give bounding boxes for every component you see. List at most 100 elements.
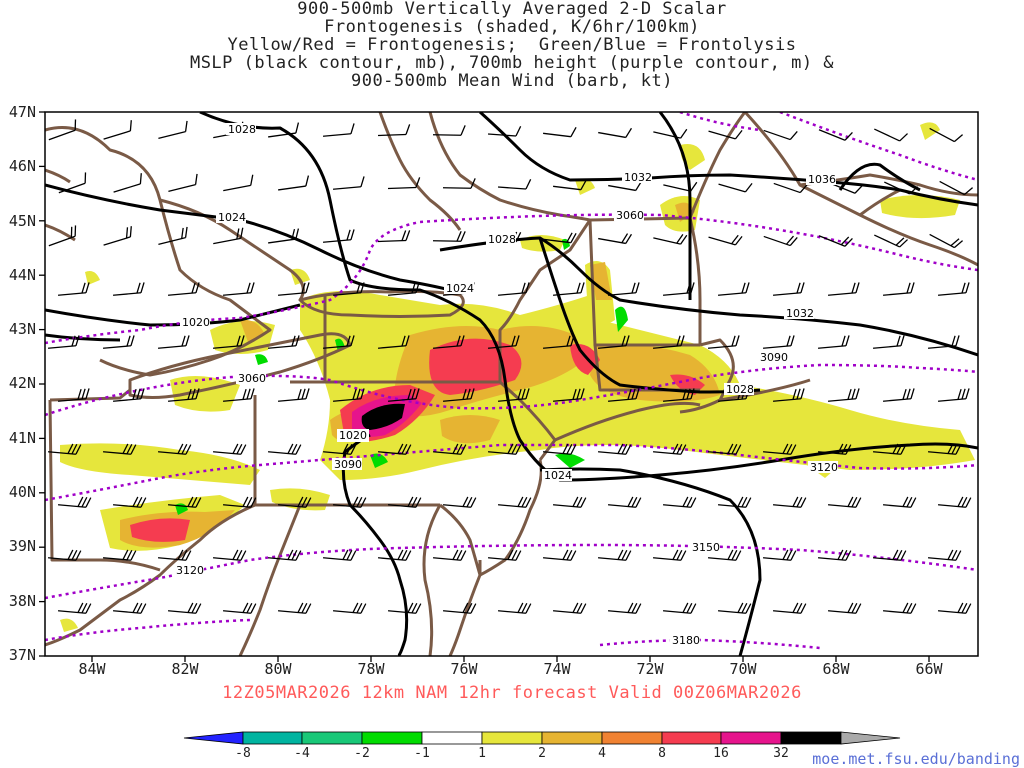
mslp-label: 1028 <box>726 383 754 396</box>
lat-label-41n: 41N <box>8 429 36 447</box>
lat-label-45n: 45N <box>8 212 36 230</box>
wind-barb <box>267 549 302 561</box>
colorbar-label: 16 <box>713 746 729 761</box>
wind-barb <box>882 388 915 402</box>
colorbar-label: -2 <box>354 746 370 761</box>
wind-barb <box>927 549 962 561</box>
wind-barb <box>597 443 632 455</box>
title-line-4: MSLP (black contour, mb), 700mb height (… <box>189 53 835 73</box>
wind-barb <box>708 234 743 246</box>
wind-barb <box>598 127 633 139</box>
wind-barb <box>653 128 688 139</box>
wind-barb <box>872 335 905 349</box>
wind-barb <box>607 602 642 614</box>
wind-barb <box>497 178 532 190</box>
wind-barb <box>332 496 367 508</box>
wind-barb <box>332 602 367 614</box>
lat-label-44n: 44N <box>8 266 36 284</box>
wind-barb <box>277 282 310 296</box>
wind-barb <box>267 443 302 455</box>
wind-barb <box>652 549 687 561</box>
wind-barb <box>112 282 145 296</box>
wind-barb <box>717 282 750 296</box>
wind-barb <box>442 178 476 189</box>
wind-barb <box>332 388 365 402</box>
wind-barb <box>874 128 908 142</box>
wind-barb <box>772 388 805 402</box>
wind-barb <box>57 282 90 296</box>
lat-label-43n: 43N <box>8 320 36 338</box>
wind-barb <box>597 335 630 349</box>
wind-barb <box>707 335 740 349</box>
wind-barb <box>377 335 410 349</box>
wind-barb <box>322 123 355 137</box>
wind-barb <box>377 443 412 455</box>
wind-barb <box>552 388 585 402</box>
wind-barb <box>762 549 797 561</box>
wind-barb <box>222 282 255 296</box>
lon-label-80w: 80W <box>264 660 292 678</box>
wind-barb <box>937 496 972 508</box>
wind-barb <box>322 335 355 349</box>
height-labels: 3060 3060 3090 3090 3120 3120 3150 3180 <box>174 209 838 647</box>
wind-barb <box>937 602 972 614</box>
wind-barb <box>432 549 467 561</box>
wind-barb <box>884 181 918 195</box>
wind-barb <box>772 496 807 508</box>
wind-barb <box>707 443 742 455</box>
wind-barb <box>487 125 522 137</box>
wind-barb <box>552 496 587 508</box>
wind-barb <box>47 335 80 349</box>
wind-barb <box>882 496 917 508</box>
mslp-labels: 1028 1024 1020 1032 1024 1028 1032 1036 … <box>180 123 836 482</box>
mslp-label: 1024 <box>446 282 474 295</box>
wind-barb <box>662 388 695 402</box>
wind-barb <box>773 182 808 194</box>
wind-barb <box>387 177 421 190</box>
lon-label-66w: 66W <box>915 660 943 678</box>
height-label: 3060 <box>238 372 266 385</box>
wind-barb <box>882 282 915 296</box>
wind-barb <box>112 496 147 508</box>
wind-barb <box>377 549 412 561</box>
wind-barbs <box>47 119 974 614</box>
wind-barb <box>717 602 752 614</box>
lat-label-39n: 39N <box>8 537 36 555</box>
lon-label-76w: 76W <box>450 660 478 678</box>
wind-barb <box>708 129 743 140</box>
wind-barb <box>553 179 587 191</box>
mslp-contours <box>45 112 978 656</box>
mslp-label: 1032 <box>786 307 814 320</box>
wind-barb <box>718 182 753 193</box>
title-line-3: Yellow/Red = Frontogenesis; Green/Blue =… <box>227 35 797 55</box>
mslp-label: 1032 <box>624 171 652 184</box>
credit-url[interactable]: moe.met.fsu.edu/banding <box>812 750 1020 768</box>
height-label: 3120 <box>810 461 838 474</box>
wind-barb <box>277 388 310 402</box>
lat-label-38n: 38N <box>8 592 36 610</box>
wind-barb <box>929 127 964 143</box>
wind-barb <box>103 120 132 140</box>
wind-barb <box>377 230 411 243</box>
wind-barb <box>387 496 422 508</box>
wind-barb <box>927 335 960 349</box>
wind-barb <box>377 124 411 137</box>
height-label: 3150 <box>692 541 720 554</box>
wind-barb <box>827 496 862 508</box>
wind-barb <box>817 549 852 561</box>
wind-barb <box>762 443 797 455</box>
wind-barb <box>158 120 188 140</box>
wind-barb <box>882 602 917 614</box>
wind-barb <box>543 126 577 138</box>
wind-barb <box>58 172 87 194</box>
wind-barb <box>598 233 633 245</box>
wind-barb <box>762 335 795 349</box>
wind-barb <box>487 549 522 561</box>
wind-barb <box>872 549 907 561</box>
wind-barb <box>432 125 466 136</box>
wind-barb <box>57 496 92 508</box>
mslp-label: 1020 <box>339 429 367 442</box>
wind-barb <box>939 180 974 196</box>
wind-barb <box>497 388 530 402</box>
wind-barb <box>332 176 365 190</box>
